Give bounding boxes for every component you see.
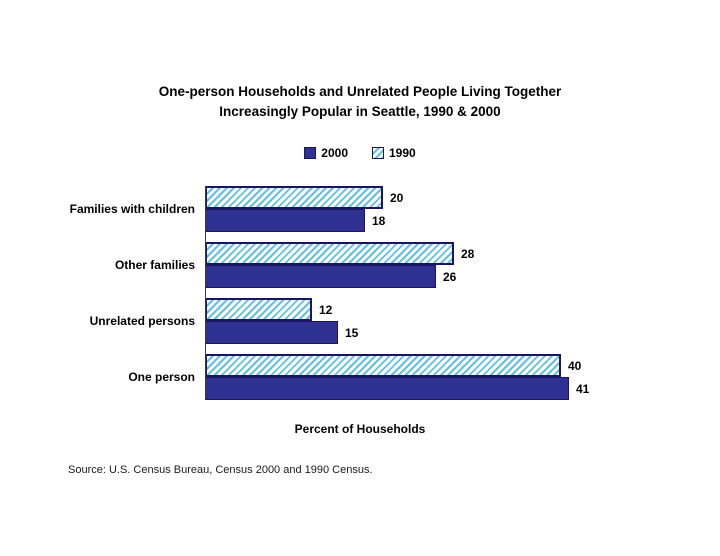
category-label: Unrelated persons xyxy=(89,314,195,328)
bar-pair: 28 26 xyxy=(205,242,720,288)
legend-label-1990: 1990 xyxy=(389,146,416,160)
x-axis-label: Percent of Households xyxy=(294,422,426,436)
legend-item-1990: 1990 xyxy=(372,146,416,160)
bar-1990 xyxy=(205,242,454,265)
bar-2000 xyxy=(205,321,338,344)
legend: 2000 1990 xyxy=(0,146,720,160)
plot-area: Families with children 20 18 Other famil… xyxy=(0,186,720,400)
bar-line-2000: 41 xyxy=(205,377,720,400)
legend-swatch-2000-icon xyxy=(304,147,317,159)
category-label: Families with children xyxy=(69,202,195,216)
bar-2000 xyxy=(205,265,436,288)
bar-2000 xyxy=(205,377,569,400)
bar-line-1990: 28 xyxy=(205,242,720,265)
bar-group-families-with-children: Families with children 20 18 xyxy=(0,186,720,232)
source-note: Source: U.S. Census Bureau, Census 2000 … xyxy=(68,464,373,476)
bar-value-1990: 40 xyxy=(568,358,582,373)
bar-group-unrelated-persons: Unrelated persons 12 15 xyxy=(0,298,720,344)
category-axis-line xyxy=(205,186,206,400)
bar-value-2000: 26 xyxy=(443,269,457,284)
bar-line-2000: 18 xyxy=(205,209,720,232)
bar-group-other-families: Other families 28 26 xyxy=(0,242,720,288)
legend-label-2000: 2000 xyxy=(321,146,348,160)
bar-1990 xyxy=(205,354,561,377)
bar-line-1990: 40 xyxy=(205,354,720,377)
bar-value-2000: 15 xyxy=(345,325,359,340)
chart-title: One-person Households and Unrelated Peop… xyxy=(0,82,720,122)
bar-pair: 12 15 xyxy=(205,298,720,344)
category-label: Other families xyxy=(114,258,195,272)
bar-pair: 40 41 xyxy=(205,354,720,400)
legend-item-2000: 2000 xyxy=(304,146,348,160)
bar-line-2000: 26 xyxy=(205,265,720,288)
bar-1990 xyxy=(205,298,312,321)
bar-value-2000: 41 xyxy=(576,381,590,396)
bar-value-1990: 28 xyxy=(461,246,475,261)
bar-line-1990: 20 xyxy=(205,186,720,209)
bar-value-1990: 20 xyxy=(390,190,404,205)
category-label: One person xyxy=(128,370,195,384)
legend-swatch-1990-icon xyxy=(372,147,384,159)
bar-value-1990: 12 xyxy=(319,302,333,317)
chart-title-line2: Increasingly Popular in Seattle, 1990 & … xyxy=(219,104,501,119)
bar-pair: 20 18 xyxy=(205,186,720,232)
bar-value-2000: 18 xyxy=(372,213,386,228)
bar-line-1990: 12 xyxy=(205,298,720,321)
bar-1990 xyxy=(205,186,383,209)
chart-title-line1: One-person Households and Unrelated Peop… xyxy=(158,84,562,99)
bar-2000 xyxy=(205,209,365,232)
bar-group-one-person: One person 40 41 xyxy=(0,354,720,400)
bar-line-2000: 15 xyxy=(205,321,720,344)
